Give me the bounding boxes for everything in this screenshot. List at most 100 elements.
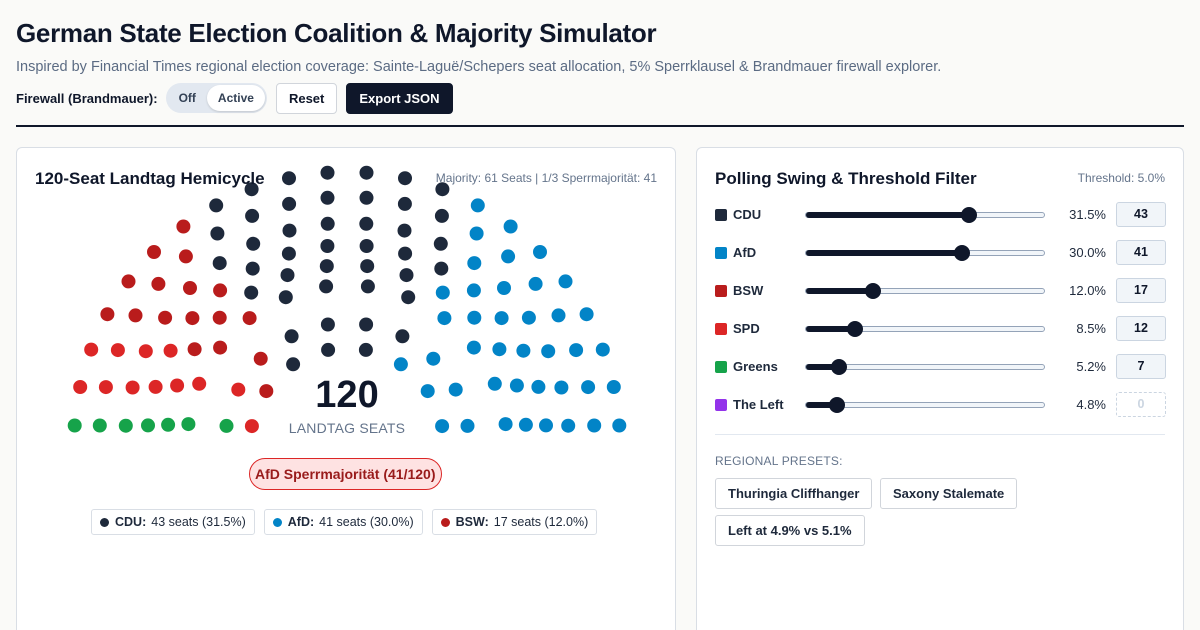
seat-dot-bsw <box>178 249 193 264</box>
poll-slider-greens[interactable] <box>805 359 1045 375</box>
seat-dot-cdu <box>320 190 335 205</box>
seat-dot-afd <box>503 219 518 234</box>
preset-left-threshold-button[interactable]: Left at 4.9% vs 5.1% <box>715 515 865 546</box>
party-swatch <box>715 247 727 259</box>
seat-dot-spd <box>73 380 88 394</box>
seat-dot-afd <box>467 310 482 325</box>
seat-dot-cdu <box>282 223 297 238</box>
seat-dot-afd <box>393 357 408 372</box>
slider-thumb[interactable] <box>846 321 863 337</box>
seat-dot-cdu <box>246 236 261 251</box>
seat-dot-afd <box>561 418 576 433</box>
slider-fill <box>806 212 970 218</box>
seat-dot-afd <box>528 276 543 291</box>
seat-dot-afd <box>554 380 569 395</box>
seat-dot-afd <box>497 281 511 295</box>
firewall-toggle-off[interactable]: Off <box>178 91 196 105</box>
preset-saxony-button[interactable]: Saxony Stalemate <box>880 478 1018 509</box>
seat-dot-bsw <box>158 310 173 325</box>
seat-dot-afd <box>435 419 450 434</box>
seat-dot-cdu <box>397 223 412 238</box>
seat-dot-cdu <box>245 208 260 223</box>
seat-dot-bsw <box>183 281 197 295</box>
seat-dot-cdu <box>212 256 227 271</box>
seat-dot-afd <box>509 378 524 393</box>
party-swatch <box>715 285 727 297</box>
seat-dot-cdu <box>286 357 301 372</box>
seat-dot-afd <box>498 417 513 432</box>
seat-dot-spd <box>98 380 113 395</box>
seat-dot-bsw <box>187 342 202 357</box>
party-name: AfD <box>733 245 757 260</box>
seat-dot-cdu <box>397 196 412 211</box>
legend-name: AfD: <box>287 515 315 529</box>
seat-count-cdu: 43 <box>1116 202 1166 227</box>
party-name: CDU <box>733 207 762 222</box>
seat-dot-cdu <box>320 317 335 332</box>
slider-fill <box>806 250 962 256</box>
slider-thumb[interactable] <box>961 207 978 223</box>
seat-count-bsw: 17 <box>1116 278 1166 303</box>
hemicycle-panel: 120-Seat Landtag Hemicycle Majority: 61 … <box>16 147 676 630</box>
seat-dot-cdu <box>210 226 225 241</box>
seat-dot-spd <box>231 382 246 397</box>
seat-dot-greens <box>219 418 234 433</box>
polling-panel: Polling Swing & Threshold Filter Thresho… <box>696 147 1184 630</box>
header-divider <box>16 125 1184 127</box>
preset-thuringia-button[interactable]: Thuringia Cliffhanger <box>715 478 873 509</box>
party-swatch <box>715 209 727 221</box>
seat-dot-cdu <box>360 259 375 274</box>
poll-slider-bsw[interactable] <box>805 283 1045 299</box>
slider-thumb[interactable] <box>953 245 970 261</box>
total-seats-label: LANDTAG SEATS <box>288 420 406 436</box>
legend-dot-cdu <box>100 517 109 527</box>
seat-dot-afd <box>521 310 536 325</box>
polling-title: Polling Swing & Threshold Filter <box>715 169 977 188</box>
poll-slider-spd[interactable] <box>805 321 1045 337</box>
seat-dot-afd <box>539 418 553 433</box>
poll-slider-afd[interactable] <box>805 245 1045 261</box>
seat-dot-cdu <box>359 317 374 332</box>
seat-dot-cdu <box>359 190 374 205</box>
seat-dot-cdu <box>244 285 259 300</box>
party-row-spd: SPD 8.5% 12 <box>715 316 1166 354</box>
seat-dot-bsw <box>213 283 228 298</box>
slider-thumb[interactable] <box>828 397 845 413</box>
legend-value: 43 seats (31.5%) <box>151 515 246 529</box>
slider-fill <box>806 364 840 370</box>
seat-dot-spd <box>110 343 125 358</box>
seat-dot-cdu <box>319 259 334 274</box>
seat-dot-afd <box>467 256 482 271</box>
legend-chip-afd: AfD: 41 seats (30.0%) <box>263 509 423 535</box>
reset-button[interactable]: Reset <box>275 82 338 114</box>
poll-slider-the-left[interactable] <box>805 397 1045 413</box>
seat-dot-afd <box>518 417 533 432</box>
seat-dot-bsw <box>253 351 268 366</box>
seat-dot-cdu <box>320 165 335 180</box>
export-json-button[interactable]: Export JSON <box>346 82 453 114</box>
seat-dot-cdu <box>319 279 334 294</box>
slider-fill <box>806 288 873 294</box>
seat-dot-afd <box>492 342 507 357</box>
poll-slider-cdu[interactable] <box>805 207 1045 223</box>
seat-count-the-left: 0 <box>1116 392 1166 417</box>
slider-thumb[interactable] <box>864 283 881 299</box>
party-percent: 8.5% <box>1076 321 1106 336</box>
total-seats-number: 120 <box>315 374 379 416</box>
legend-chip-cdu: CDU: 43 seats (31.5%) <box>91 509 255 535</box>
firewall-toggle-active[interactable]: Active <box>206 85 265 111</box>
seat-dot-cdu <box>245 261 260 276</box>
seat-dot-afd <box>581 380 596 395</box>
seat-dot-afd <box>587 418 602 433</box>
seat-dot-spd <box>148 379 163 394</box>
slider-thumb[interactable] <box>831 359 848 375</box>
seat-dot-cdu <box>360 279 375 294</box>
seat-dot-greens <box>92 418 107 433</box>
firewall-toggle[interactable]: Off Active <box>165 83 267 113</box>
party-percent: 4.8% <box>1076 397 1106 412</box>
legend-chip-bsw: BSW: 17 seats (12.0%) <box>431 509 598 535</box>
seat-dot-cdu <box>284 329 299 344</box>
seat-count-spd: 12 <box>1116 316 1166 341</box>
seat-dot-cdu <box>359 165 374 180</box>
seat-dot-afd <box>487 376 502 391</box>
